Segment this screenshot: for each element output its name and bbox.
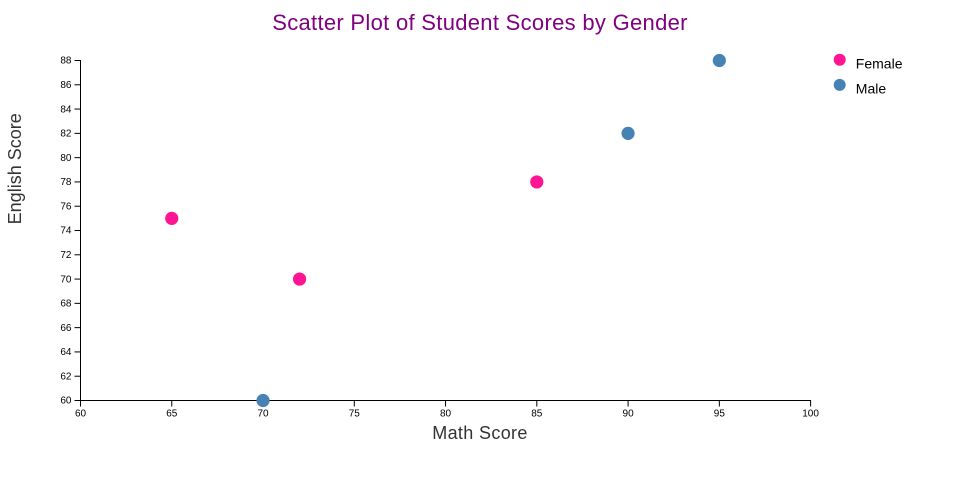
svg-text:English Score: English Score <box>5 113 25 224</box>
svg-text:70: 70 <box>257 409 269 420</box>
svg-text:78: 78 <box>60 177 72 188</box>
svg-text:70: 70 <box>60 274 72 285</box>
svg-text:75: 75 <box>349 409 361 420</box>
svg-text:100: 100 <box>802 409 819 420</box>
svg-text:86: 86 <box>60 80 72 91</box>
svg-text:84: 84 <box>60 104 72 115</box>
svg-text:62: 62 <box>60 371 72 382</box>
svg-text:Male: Male <box>856 81 887 97</box>
svg-text:80: 80 <box>60 153 72 164</box>
svg-text:76: 76 <box>60 201 72 212</box>
svg-text:Math Score: Math Score <box>432 423 528 443</box>
svg-text:60: 60 <box>75 409 87 420</box>
svg-text:Female: Female <box>856 55 903 71</box>
svg-text:68: 68 <box>60 299 72 310</box>
svg-text:72: 72 <box>60 250 72 261</box>
svg-text:80: 80 <box>440 409 452 420</box>
svg-text:95: 95 <box>714 409 726 420</box>
svg-text:66: 66 <box>60 323 72 334</box>
svg-text:90: 90 <box>623 409 635 420</box>
svg-text:88: 88 <box>60 56 72 67</box>
svg-text:74: 74 <box>60 226 72 237</box>
svg-text:64: 64 <box>60 347 72 358</box>
svg-text:82: 82 <box>60 129 72 140</box>
svg-text:65: 65 <box>166 409 178 420</box>
svg-text:60: 60 <box>60 396 72 407</box>
svg-text:Scatter Plot of Student Scores: Scatter Plot of Student Scores by Gender <box>272 10 688 35</box>
svg-text:85: 85 <box>531 409 543 420</box>
